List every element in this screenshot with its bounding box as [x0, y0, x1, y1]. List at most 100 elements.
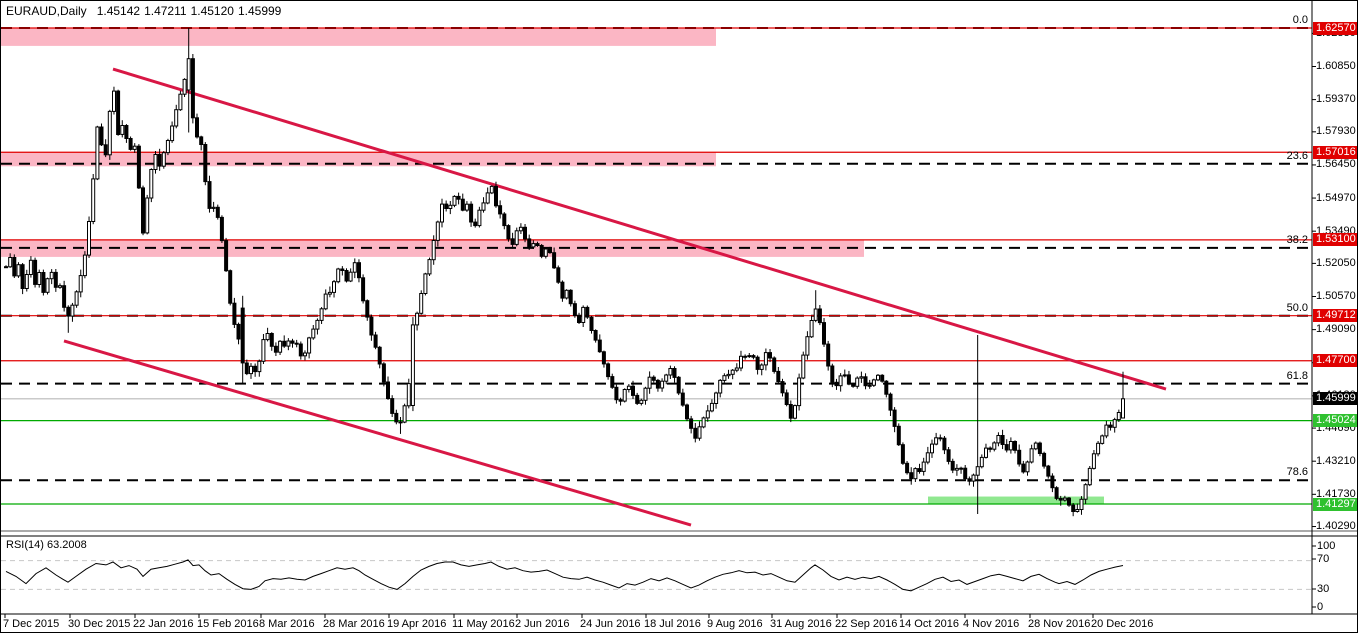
bear-candle-body	[494, 185, 498, 207]
bear-candle-body	[888, 393, 893, 411]
bull-candle-body	[327, 291, 332, 295]
bear-candle-body	[651, 376, 656, 381]
bear-candle-body	[390, 398, 395, 414]
bull-candle-body	[855, 377, 860, 387]
bull-candle-body	[415, 312, 420, 326]
bull-candle-body	[842, 374, 847, 377]
bear-candle-body	[896, 425, 901, 446]
descending-trendline[interactable]	[63, 339, 692, 527]
bear-candle-body	[1108, 424, 1113, 428]
bull-candle-body	[1033, 442, 1038, 450]
fibonacci-level-label: 78.6	[1286, 466, 1308, 479]
bull-candle-body	[726, 373, 731, 377]
supply-zone[interactable]	[1, 152, 716, 167]
bull-candle-body	[348, 271, 353, 282]
bull-candle-body	[45, 278, 50, 293]
bear-candle-body	[614, 386, 619, 401]
bear-candle-body	[12, 257, 17, 277]
price-level-badge: 1.62570	[1313, 21, 1357, 35]
bear-candle-body	[157, 154, 162, 167]
bear-candle-body	[693, 427, 698, 439]
bull-candle-body	[934, 437, 939, 445]
bear-candle-body	[900, 444, 905, 464]
price-level-badge: 1.45024	[1313, 414, 1357, 428]
bull-candle-body	[186, 58, 191, 91]
bull-candle-body	[1091, 453, 1096, 469]
demand-zone[interactable]	[928, 496, 1104, 504]
date-axis-label: 14 Oct 2016	[899, 618, 959, 630]
price-level-badge: 1.41297	[1313, 497, 1357, 511]
bear-candle-body	[1067, 497, 1071, 506]
bear-candle-body	[1054, 487, 1059, 499]
bear-candle-body	[593, 330, 598, 341]
bull-candle-body	[564, 289, 569, 299]
bull-candle-body	[697, 426, 702, 439]
bull-candle-body	[1121, 398, 1125, 419]
bear-candle-body	[136, 145, 141, 189]
rsi-scale-label: 100	[1317, 540, 1336, 552]
bear-candle-body	[585, 306, 590, 318]
bear-candle-body	[215, 206, 220, 218]
bear-candle-body	[224, 240, 229, 272]
bear-candle-body	[1058, 498, 1063, 501]
bull-candle-body	[971, 474, 976, 482]
bull-candle-body	[747, 355, 752, 358]
bull-candle-body	[979, 456, 984, 468]
bear-candle-body	[203, 144, 208, 183]
bull-candle-body	[336, 268, 341, 283]
bear-candle-body	[1050, 475, 1055, 489]
bull-candle-body	[1075, 509, 1080, 512]
bull-candle-body	[4, 266, 8, 269]
price-level-badge: 1.47700	[1313, 354, 1357, 368]
bull-candle-body	[82, 254, 87, 277]
bull-candle-body	[87, 221, 91, 256]
bull-candle-body	[464, 203, 469, 211]
bull-candle-body	[925, 452, 930, 463]
bull-candle-body	[182, 78, 187, 95]
bear-candle-body	[938, 437, 943, 440]
supply-zone[interactable]	[1, 28, 716, 46]
bull-candle-body	[286, 340, 291, 347]
bear-candle-body	[269, 333, 274, 347]
price-axis-label: 1.49090	[1316, 323, 1356, 336]
bull-candle-body	[265, 333, 270, 341]
bear-candle-body	[66, 306, 71, 317]
bear-candle-body	[772, 357, 777, 372]
bull-candle-body	[975, 466, 980, 476]
bull-candle-body	[410, 324, 415, 406]
bull-candle-body	[759, 364, 764, 370]
bear-candle-body	[689, 418, 694, 429]
price-axis-label: 1.54970	[1316, 191, 1356, 204]
bear-candle-body	[469, 203, 474, 223]
bear-candle-body	[601, 351, 606, 365]
bull-candle-body	[867, 384, 872, 387]
bull-candle-body	[793, 405, 797, 419]
bull-candle-body	[8, 257, 13, 268]
bull-candle-body	[249, 365, 253, 375]
bear-candle-body	[946, 449, 951, 462]
bear-candle-body	[253, 365, 258, 373]
bear-candle-body	[41, 272, 46, 293]
bear-candle-body	[1042, 452, 1047, 467]
bull-candle-body	[859, 376, 864, 379]
bull-candle-body	[149, 169, 154, 199]
bear-candle-body	[103, 144, 108, 156]
chart-title: EURAUD,Daily 1.45142 1.47211 1.45120 1.45999	[6, 4, 285, 18]
bear-candle-body	[207, 181, 212, 209]
ohlc-close: 1.45999	[237, 4, 282, 18]
price-level-badge: 1.49712	[1313, 309, 1357, 323]
bull-candle-body	[809, 320, 814, 338]
bear-candle-body	[635, 394, 640, 404]
bull-candle-body	[921, 461, 926, 472]
bull-candle-body	[705, 410, 710, 419]
bull-candle-body	[913, 468, 918, 480]
bear-candle-body	[618, 399, 623, 402]
bull-candle-body	[107, 110, 112, 156]
bear-candle-body	[556, 267, 561, 283]
rsi-scale-label: 30	[1317, 583, 1330, 595]
descending-trendline[interactable]	[112, 67, 1167, 391]
bear-candle-body	[863, 376, 868, 387]
bull-candle-body	[307, 337, 312, 354]
